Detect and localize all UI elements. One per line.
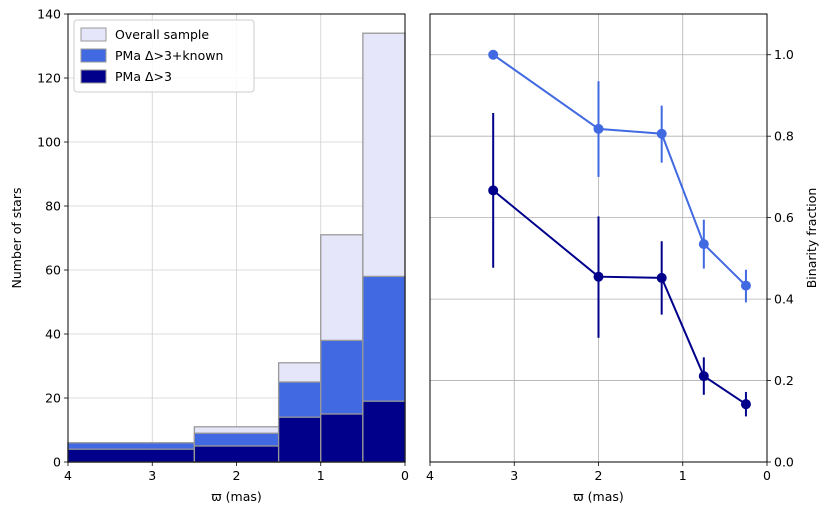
legend-label: PMa Δ>3+known (115, 48, 223, 63)
x-tick-label: 4 (426, 468, 434, 483)
legend-swatch (80, 48, 107, 63)
data-point (698, 371, 709, 382)
x-tick-label: 3 (148, 468, 156, 483)
legend-swatch (80, 27, 107, 42)
y-tick-label: 0.0 (774, 455, 794, 470)
y-tick-label: 20 (45, 391, 61, 406)
data-point (740, 399, 751, 410)
binarity-series (488, 49, 751, 417)
data-point (488, 49, 499, 60)
y-tick-label: 0 (53, 455, 61, 470)
legend-swatch (80, 69, 107, 84)
y-tick-label: 140 (37, 7, 61, 22)
series-line (492, 189, 747, 405)
histogram-x-label: ϖ (mas) (211, 489, 262, 504)
binarity-series-0 (488, 49, 751, 303)
y-tick-label: 0.4 (774, 292, 794, 307)
x-tick-label: 2 (233, 468, 241, 483)
legend-label: Overall sample (115, 27, 209, 42)
x-tick-label: 1 (317, 468, 325, 483)
bar-series-2 (193, 445, 280, 463)
x-tick-label: 2 (595, 468, 603, 483)
data-point (740, 280, 751, 291)
y-tick-label: 40 (45, 327, 61, 342)
legend: Overall sample PMa Δ>3+known PMa Δ>3 (73, 19, 255, 93)
data-point (593, 271, 604, 282)
y-tick-label: 120 (37, 71, 61, 86)
histogram-y-ticks: 0 20 40 60 80 100 120 140 (37, 7, 68, 470)
histogram-panel: 4 3 2 1 0 0 20 40 60 80 100 120 140 ϖ (mas) Number … (9, 7, 409, 505)
y-tick-label: 1.0 (774, 47, 794, 62)
data-point (593, 123, 604, 134)
x-tick-label: 0 (763, 468, 771, 483)
binarity-panel: 4 3 2 1 0 0.0 0.2 0.4 0.6 0.8 1.0 ϖ (mas) Binarit… (426, 13, 819, 504)
data-point (656, 272, 667, 283)
legend-box (73, 19, 255, 93)
y-tick-label: 0.8 (774, 129, 794, 144)
histogram-x-ticks: 4 3 2 1 0 (64, 462, 409, 483)
binarity-y-label: Binarity fraction (804, 188, 819, 289)
histogram-y-label: Number of stars (9, 188, 24, 289)
binarity-x-label: ϖ (mas) (573, 489, 624, 504)
bar-series-2 (362, 400, 406, 463)
y-tick-label: 60 (45, 263, 61, 278)
bar-series-2 (277, 416, 322, 463)
y-tick-label: 0.6 (774, 210, 794, 225)
y-tick-label: 0.2 (774, 373, 794, 388)
x-tick-label: 3 (510, 468, 518, 483)
histogram-bars (67, 32, 406, 463)
data-point (488, 185, 499, 196)
data-point (698, 239, 709, 250)
x-tick-label: 1 (679, 468, 687, 483)
x-tick-label: 0 (401, 468, 409, 483)
x-tick-label: 4 (64, 468, 72, 483)
data-point (656, 128, 667, 139)
bar-series-2 (320, 413, 364, 463)
binarity-y-ticks: 0.0 0.2 0.4 0.6 0.8 1.0 (767, 47, 794, 470)
series-line (492, 53, 747, 287)
binarity-x-ticks: 4 3 2 1 0 (426, 462, 771, 483)
binarity-series-1 (488, 112, 751, 417)
y-tick-label: 100 (37, 135, 61, 150)
legend-label: PMa Δ>3 (115, 69, 172, 84)
y-tick-label: 80 (45, 199, 61, 214)
bar-series-2 (67, 448, 196, 463)
